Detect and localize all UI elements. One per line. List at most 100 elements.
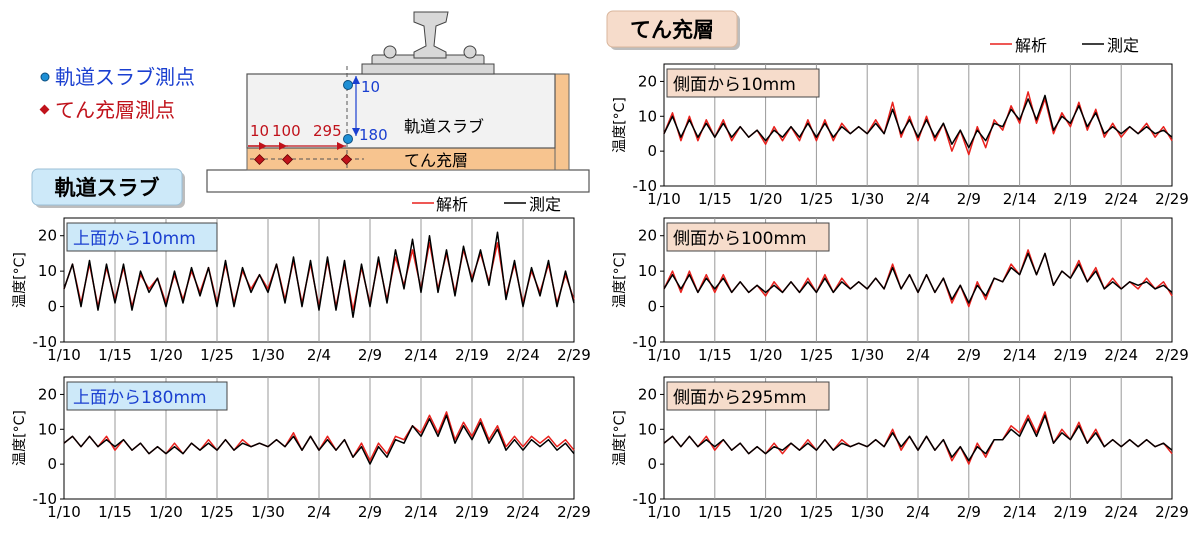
x-tick-label: 1/30 bbox=[850, 503, 884, 521]
x-tick-label: 1/20 bbox=[749, 503, 783, 521]
x-tick-label: 2/29 bbox=[557, 346, 591, 364]
legend-measured-text-left: 測定 bbox=[529, 195, 561, 214]
x-tick-label: 2/9 bbox=[358, 503, 382, 521]
y-tick-label: 10 bbox=[638, 420, 657, 438]
rail-icon bbox=[361, 11, 495, 75]
x-tick-label: 2/29 bbox=[1155, 503, 1189, 521]
y-tick-label: 10 bbox=[638, 107, 657, 125]
slab-point-180 bbox=[343, 134, 353, 144]
x-tick-label: 2/24 bbox=[506, 346, 540, 364]
x-tick-label: 2/9 bbox=[957, 503, 981, 521]
x-tick-label: 1/15 bbox=[98, 346, 132, 364]
x-tick-label: 1/25 bbox=[200, 346, 234, 364]
panel-label-box bbox=[666, 381, 830, 411]
y-tick-label: 0 bbox=[647, 298, 657, 316]
series-line-measured bbox=[63, 414, 575, 465]
y-tick-label: 10 bbox=[38, 420, 57, 438]
x-tick-label: 2/19 bbox=[455, 346, 489, 364]
panel-label-box bbox=[66, 381, 228, 411]
x-tick-label: 1/20 bbox=[149, 346, 183, 364]
x-tick-label: 1/15 bbox=[698, 346, 732, 364]
legend-analysis-text-left: 解析 bbox=[436, 195, 468, 214]
x-tick-label: 1/10 bbox=[47, 503, 81, 521]
dim-arrowhead-bottom bbox=[352, 128, 360, 136]
panel-label-box bbox=[66, 222, 218, 252]
x-tick-label: 1/25 bbox=[800, 190, 834, 208]
x-tick-label: 2/9 bbox=[957, 346, 981, 364]
x-tick-label: 1/10 bbox=[647, 190, 681, 208]
x-tick-label: 2/24 bbox=[1104, 190, 1138, 208]
y-axis-label: 温度[°C] bbox=[612, 252, 628, 308]
x-tick-label: 1/20 bbox=[749, 190, 783, 208]
series-line-measured bbox=[663, 414, 1173, 462]
x-tick-label: 2/29 bbox=[1155, 190, 1189, 208]
panel-label: 上面から180mm bbox=[73, 388, 207, 408]
x-tick-label: 2/14 bbox=[404, 346, 438, 364]
y-tick-label: -10 bbox=[33, 490, 58, 508]
x-tick-label: 2/19 bbox=[1054, 346, 1088, 364]
section-label-slab: 軌道スラブ bbox=[31, 168, 185, 208]
x-tick-label: 1/20 bbox=[749, 346, 783, 364]
x-tick-label: 1/15 bbox=[698, 503, 732, 521]
filler-point-295 bbox=[340, 153, 353, 166]
dim-label-100: 100 bbox=[272, 122, 301, 140]
x-tick-label: 2/24 bbox=[506, 503, 540, 521]
section-label-slab-text: 軌道スラブ bbox=[55, 176, 160, 200]
y-tick-label: 0 bbox=[647, 142, 657, 160]
x-tick-label: 1/20 bbox=[149, 503, 183, 521]
x-tick-label: 1/10 bbox=[647, 503, 681, 521]
filler-side bbox=[554, 73, 570, 171]
panel-label-box bbox=[666, 68, 820, 98]
panel-label: 側面から100mm bbox=[673, 229, 807, 249]
x-tick-label: 2/4 bbox=[906, 503, 930, 521]
y-axis-label: 温度[°C] bbox=[612, 97, 628, 153]
y-axis-label: 温度[°C] bbox=[12, 252, 28, 308]
x-tick-label: 1/30 bbox=[850, 190, 884, 208]
y-tick-label: -10 bbox=[633, 333, 658, 351]
chart-panel-filler-295mm: -10 0 10 20 1/10 1/15 1/20 1/25 1/30 2/4 2/9 2/14 2/… bbox=[612, 376, 1189, 521]
legend-slab-point-text: 軌道スラブ測点 bbox=[55, 65, 195, 89]
x-tick-label: 2/9 bbox=[957, 190, 981, 208]
y-tick-label: 20 bbox=[38, 385, 57, 403]
chart-panel-slab-10mm: -10 0 10 20 1/10 1/15 1/20 1/25 1/30 2/4 2/9 2/14 2/… bbox=[12, 217, 591, 364]
dim-arrowhead-top bbox=[352, 76, 360, 84]
x-tick-label: 2/4 bbox=[307, 503, 331, 521]
y-tick-label: 10 bbox=[38, 262, 57, 280]
y-axis-label: 温度[°C] bbox=[12, 410, 28, 466]
cross-section-diagram: 10 180 10 100 295 軌道スラブ てん充層 bbox=[206, 11, 590, 193]
slab-point-10 bbox=[343, 80, 353, 90]
dim-label-295: 295 bbox=[313, 122, 342, 140]
y-tick-label: -10 bbox=[33, 333, 58, 351]
x-tick-label: 1/25 bbox=[200, 503, 234, 521]
x-tick-label: 1/15 bbox=[98, 503, 132, 521]
series-line-measured bbox=[663, 252, 1173, 304]
x-tick-label: 1/30 bbox=[850, 346, 884, 364]
panel-label: 上面から10mm bbox=[73, 229, 196, 249]
y-tick-label: 0 bbox=[47, 298, 57, 316]
y-tick-label: 20 bbox=[638, 72, 657, 90]
x-tick-label: 2/29 bbox=[557, 503, 591, 521]
x-tick-label: 2/24 bbox=[1104, 503, 1138, 521]
diagram-slab-label: 軌道スラブ bbox=[404, 117, 484, 136]
x-tick-label: 2/24 bbox=[1104, 346, 1138, 364]
x-tick-label: 2/9 bbox=[358, 346, 382, 364]
dim-label-10-top: 10 bbox=[361, 78, 380, 96]
legend-analysis-text-right: 解析 bbox=[1015, 36, 1047, 55]
section-label-filler: てん充層 bbox=[606, 10, 740, 50]
y-tick-label: 0 bbox=[647, 455, 657, 473]
y-tick-label: 20 bbox=[638, 227, 657, 245]
y-tick-label: -10 bbox=[633, 177, 658, 195]
x-tick-label: 2/14 bbox=[1003, 503, 1037, 521]
x-tick-label: 2/19 bbox=[1054, 190, 1088, 208]
x-tick-label: 1/30 bbox=[251, 503, 285, 521]
x-tick-label: 2/14 bbox=[1003, 190, 1037, 208]
legend-slab-point-icon bbox=[40, 72, 50, 82]
x-tick-label: 1/10 bbox=[47, 346, 81, 364]
y-tick-label: 20 bbox=[38, 227, 57, 245]
x-tick-label: 1/15 bbox=[698, 190, 732, 208]
slab-block bbox=[246, 73, 556, 149]
x-tick-label: 2/29 bbox=[1155, 346, 1189, 364]
panel-label-box bbox=[666, 222, 830, 252]
chart-panel-slab-180mm: -10 0 10 20 1/10 1/15 1/20 1/25 1/30 2/4 2/9 2/14 2/… bbox=[12, 376, 591, 521]
